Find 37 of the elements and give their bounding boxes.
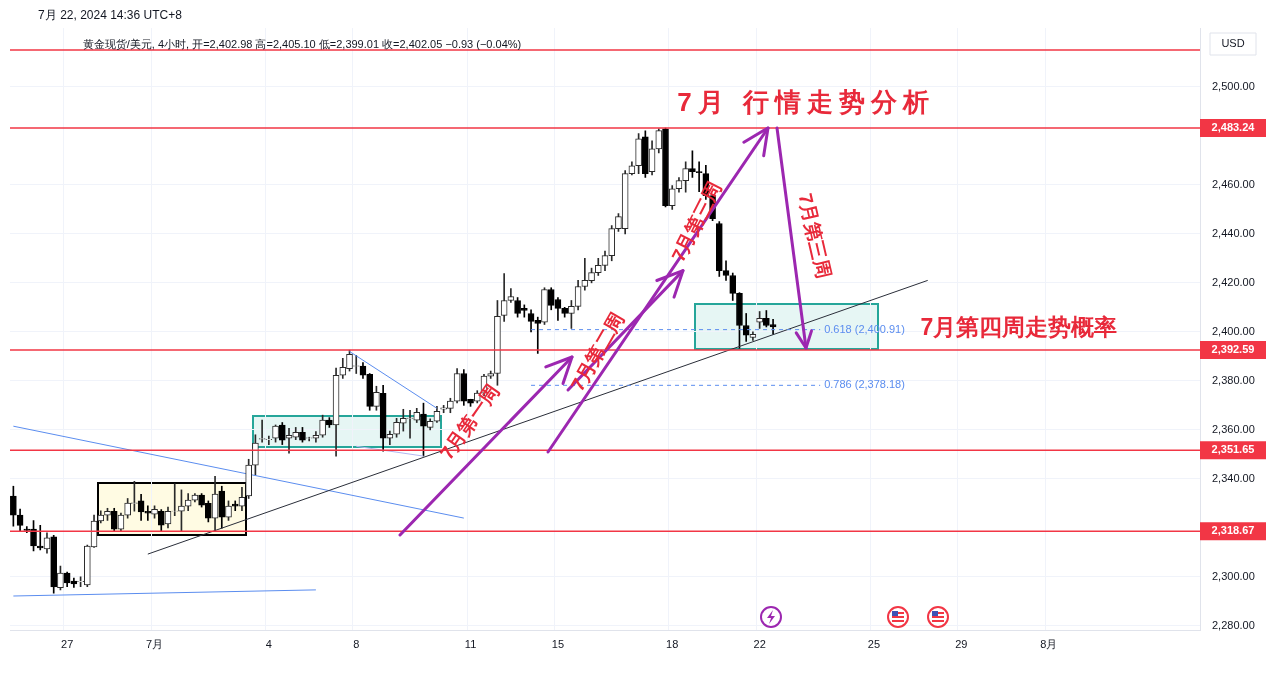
y-tick-label: 2,300.00 — [1212, 569, 1255, 582]
candlestick — [265, 435, 273, 445]
ref-line-label: 2,351.65 — [1211, 443, 1255, 456]
x-tick-label: 15 — [551, 638, 565, 651]
text: 黄金现货/美元, 4小时, 开=2,402.98 高=2,405.10 低=2,399.01 收=2,402.05 −0.93 (−0.04%) — [82, 36, 522, 52]
annotation: 7月第四周走势概率 — [920, 312, 1118, 342]
x-tick-label: 4 — [265, 638, 272, 651]
y-tick-label: 2,280.00 — [1212, 618, 1255, 631]
x-tick-label: 8月 — [1040, 638, 1058, 651]
annotation: 7月第二周 — [565, 308, 630, 396]
x-tick-label: 18 — [666, 638, 679, 651]
x-tick-label: 7月 — [145, 638, 164, 651]
y-axis-title: USD — [1221, 37, 1245, 50]
x-tick-label: 22 — [753, 638, 766, 651]
text: 7月 行情走势分析 — [677, 85, 935, 119]
y-tick-label: 2,380.00 — [1212, 373, 1255, 386]
annotation: 7月第三周 — [666, 177, 727, 267]
y-tick-label: 2,360.00 — [1212, 422, 1255, 435]
ref-line-label: 0.786 (2,378.18) — [824, 378, 905, 391]
x-tick-label: 25 — [867, 638, 881, 651]
x-tick-label: 27 — [61, 638, 74, 651]
y-tick-label: 2,440.00 — [1212, 226, 1255, 239]
x-tick-label: 11 — [464, 638, 477, 651]
ref-line-label: 2,318.67 — [1211, 524, 1255, 537]
x-tick-label: 8 — [353, 638, 360, 651]
y-tick-label: 2,420.00 — [1212, 275, 1255, 288]
x-tick-label: 29 — [955, 638, 968, 651]
ref-line-label: 2,483.24 — [1211, 120, 1256, 133]
y-tick-label: 2,400.00 — [1212, 324, 1255, 337]
y-tick-label: 2,460.00 — [1212, 177, 1255, 190]
annotation: 7月第三周 — [793, 190, 836, 282]
ref-line-label: 2,392.59 — [1211, 343, 1255, 356]
text: 7月 22, 2024 14:36 UTC+8 — [38, 6, 182, 24]
y-tick-label: 2,500.00 — [1212, 79, 1255, 92]
y-tick-label: 2,340.00 — [1212, 471, 1255, 484]
annotation: 7月第一周 — [435, 379, 504, 465]
ref-line-label: 0.618 (2,400.91) — [824, 322, 905, 335]
